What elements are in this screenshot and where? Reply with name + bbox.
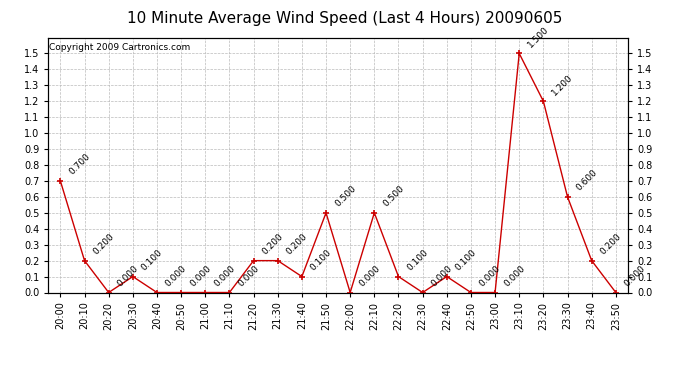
Text: Copyright 2009 Cartronics.com: Copyright 2009 Cartronics.com [50,43,190,52]
Text: 1.200: 1.200 [551,72,575,97]
Text: 0.200: 0.200 [599,232,623,256]
Text: 0.200: 0.200 [261,232,285,256]
Text: 0.100: 0.100 [140,248,164,272]
Text: 0.200: 0.200 [92,232,116,256]
Text: 0.000: 0.000 [116,264,140,288]
Text: 0.100: 0.100 [454,248,478,272]
Text: 0.000: 0.000 [478,264,502,288]
Text: 10 Minute Average Wind Speed (Last 4 Hours) 20090605: 10 Minute Average Wind Speed (Last 4 Hou… [128,11,562,26]
Text: 1.500: 1.500 [526,25,551,49]
Text: 0.000: 0.000 [237,264,261,288]
Text: 0.100: 0.100 [309,248,333,272]
Text: 0.500: 0.500 [333,184,357,209]
Text: 0.000: 0.000 [502,264,526,288]
Text: 0.000: 0.000 [164,264,188,288]
Text: 0.000: 0.000 [188,264,213,288]
Text: 0.100: 0.100 [406,248,430,272]
Text: 0.000: 0.000 [213,264,237,288]
Text: 0.000: 0.000 [430,264,454,288]
Text: 0.700: 0.700 [68,152,92,177]
Text: 0.600: 0.600 [575,168,599,193]
Text: 0.500: 0.500 [382,184,406,209]
Text: 0.200: 0.200 [285,232,309,256]
Text: 0.000: 0.000 [623,264,647,288]
Text: 0.000: 0.000 [357,264,382,288]
